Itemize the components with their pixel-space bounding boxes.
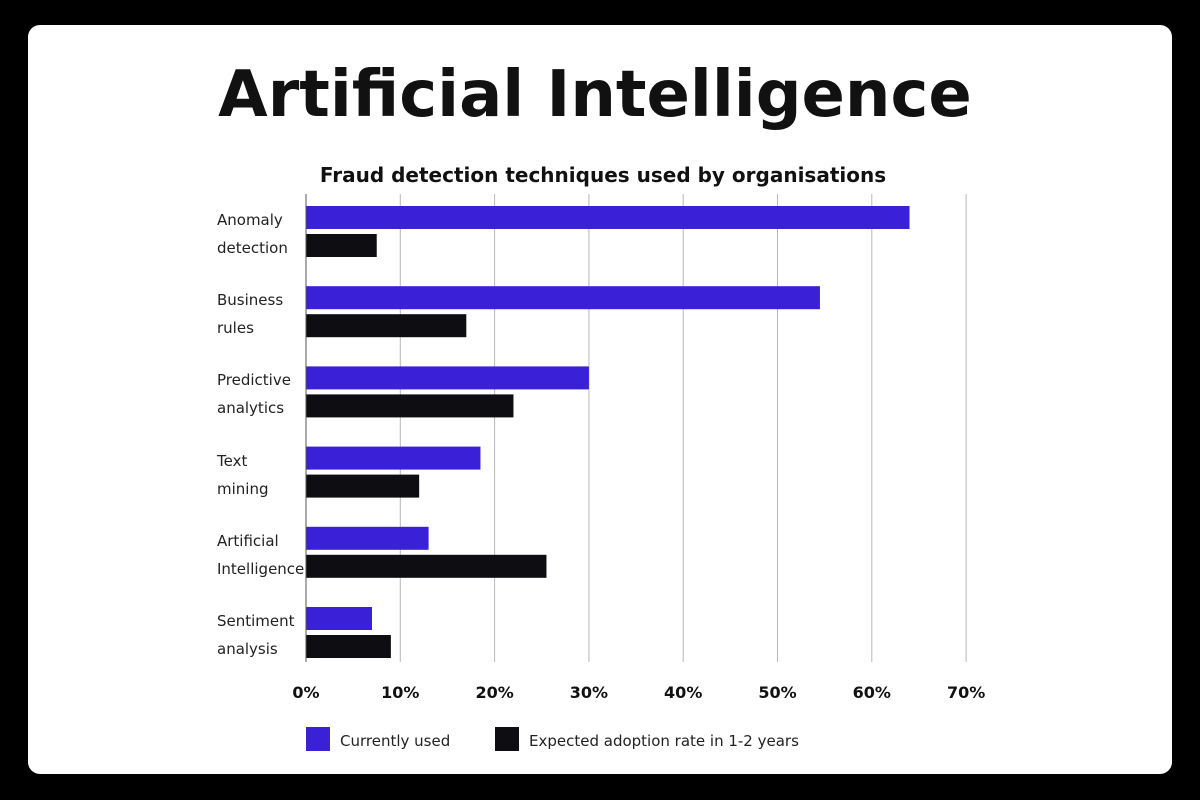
category-label-line: mining	[217, 479, 269, 498]
legend-label-expected: Expected adoption rate in 1-2 years	[529, 732, 799, 750]
bar-expected-adoption	[306, 554, 547, 578]
category-label-line: Artificial	[217, 531, 279, 550]
x-tick-label: 60%	[853, 683, 891, 702]
bar-currently-used	[306, 206, 910, 229]
chart-title: Fraud detection techniques used by organ…	[319, 163, 887, 187]
category-label: Artificial Intelligence	[217, 527, 317, 583]
bar-currently-used	[306, 607, 373, 630]
category-label-line: rules	[217, 319, 254, 338]
category-label-line: Text	[217, 451, 248, 470]
legend-swatch-expected	[495, 727, 519, 751]
category-label-line: detection	[217, 239, 288, 257]
category-label-line: Anomaly	[217, 211, 283, 229]
legend-swatch-current	[306, 727, 330, 751]
x-tick-label: 0%	[292, 683, 319, 702]
category-label: Text mining	[217, 447, 317, 503]
x-tick-label: 20%	[475, 683, 513, 702]
x-tick-label: 30%	[570, 683, 608, 702]
legend-label-current: Currently used	[340, 732, 451, 750]
category-label-line: analytics	[217, 399, 285, 418]
bar-expected-adoption	[306, 474, 420, 498]
category-label-line: Predictive	[217, 371, 291, 390]
category-label-line: Intelligence	[217, 559, 305, 578]
bar-expected-adoption	[306, 635, 391, 658]
bar-currently-used	[306, 366, 589, 390]
bar-expected-adoption	[306, 314, 467, 338]
bar-expected-adoption	[306, 394, 514, 418]
bar-expected-adoption	[306, 234, 377, 257]
x-tick-label: 70%	[947, 683, 985, 702]
page-title: Artificial Intelligence	[218, 58, 972, 132]
category-label: Business rules	[217, 286, 317, 342]
category-label: Sentiment analysis	[217, 607, 317, 663]
category-label: Anomaly detection	[217, 206, 317, 262]
bar-currently-used	[306, 526, 429, 550]
bar-currently-used	[306, 286, 820, 310]
x-tick-label: 40%	[664, 683, 702, 702]
category-label-line: Business	[217, 291, 284, 310]
category-label-line: Sentiment	[217, 612, 295, 630]
bar-currently-used	[306, 446, 481, 470]
category-label: Predictive analytics	[217, 366, 317, 422]
category-label-line: analysis	[217, 640, 278, 658]
x-tick-label: 50%	[758, 683, 796, 702]
chart-card	[28, 25, 1172, 774]
x-tick-label: 10%	[381, 683, 419, 702]
